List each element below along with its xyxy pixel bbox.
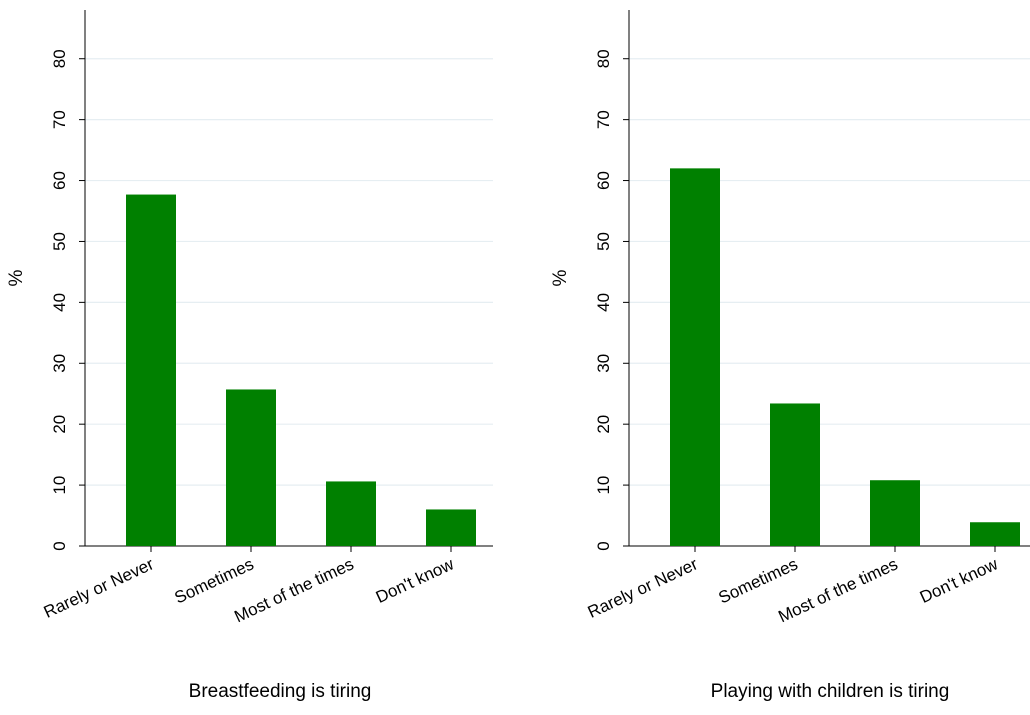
panel-title: Playing with children is tiring xyxy=(711,681,950,702)
y-tick-label: 10 xyxy=(594,476,613,495)
y-tick-label: 50 xyxy=(50,232,69,251)
y-tick-label: 50 xyxy=(594,232,613,251)
y-tick-label: 60 xyxy=(594,171,613,190)
panel-playing-with-children: 0 10 20 30 40 50 60 70 80% Rarely or Never Sometim… xyxy=(550,10,1030,702)
y-axis-label: % xyxy=(550,269,571,286)
y-axis-label: % xyxy=(6,269,27,286)
y-tick-label: 40 xyxy=(594,293,613,312)
y-tick-label: 70 xyxy=(50,110,69,129)
y-tick-label: 10 xyxy=(50,476,69,495)
y-tick-label: 20 xyxy=(594,415,613,434)
y-tick-label: 0 xyxy=(594,541,613,550)
panel-breastfeeding: 0 10 20 30 40 50 60 70 80% Rarely or Never Sometim… xyxy=(6,10,493,702)
bar xyxy=(126,194,176,546)
x-tick-label: Sometimes xyxy=(716,554,801,607)
bar xyxy=(426,509,476,546)
bar xyxy=(970,522,1020,546)
x-tick-label: Rarely or Never xyxy=(41,554,157,622)
y-tick-label: 20 xyxy=(50,415,69,434)
x-tick-label: Rarely or Never xyxy=(585,554,701,622)
y-tick-label: 70 xyxy=(594,110,613,129)
y-tick-label: 40 xyxy=(50,293,69,312)
x-tick-label: Sometimes xyxy=(172,554,257,607)
y-tick-label: 80 xyxy=(594,49,613,68)
y-tick-label: 0 xyxy=(50,541,69,550)
bar xyxy=(770,403,820,546)
bar xyxy=(870,480,920,546)
x-tick-label: Don't know xyxy=(373,554,457,607)
panel-title: Breastfeeding is tiring xyxy=(189,681,372,702)
y-tick-label: 30 xyxy=(594,354,613,373)
y-tick-label: 80 xyxy=(50,49,69,68)
y-tick-label: 60 xyxy=(50,171,69,190)
y-tick-label: 30 xyxy=(50,354,69,373)
bar xyxy=(326,481,376,546)
x-tick-label: Don't know xyxy=(917,554,1001,607)
bar xyxy=(226,389,276,546)
bar xyxy=(670,168,720,546)
